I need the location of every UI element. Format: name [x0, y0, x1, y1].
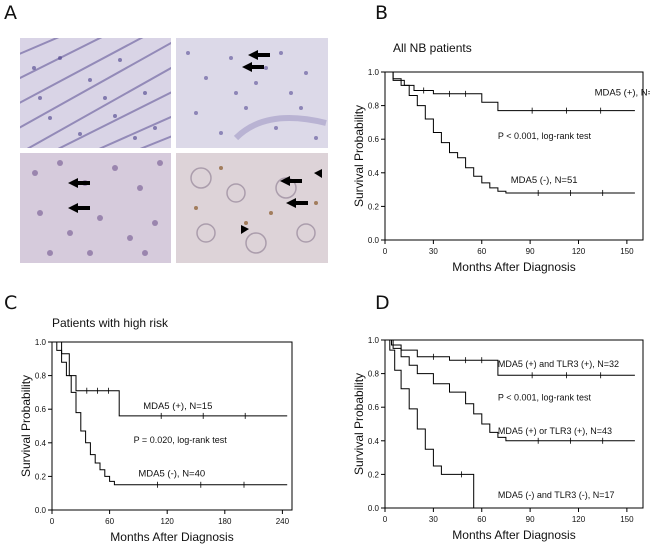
y-tick-label: 0.8	[368, 370, 380, 379]
series-label: MDA5 (-) and TLR3 (-), N=17	[498, 490, 615, 500]
series-label: MDA5 (+) and TLR3 (+), N=32	[498, 359, 619, 369]
y-axis-label: Survival Probability	[352, 105, 366, 207]
log-rank-annotation: P < 0.001, log-rank test	[498, 131, 592, 141]
y-tick-label: 0.2	[35, 472, 47, 481]
arrowhead-icon	[241, 225, 249, 234]
survival-chart-d: 0.0 0.2 0.4 0.6 0.8 1.0 0 30 60 90 120 150 Months Af…	[352, 336, 644, 542]
x-tick-label: 180	[218, 517, 232, 526]
x-axis-label: Months After Diagnosis	[452, 260, 575, 274]
y-tick-label: 0.0	[368, 504, 380, 513]
y-tick-label: 0.6	[368, 135, 380, 144]
survival-line	[385, 339, 475, 508]
plot-frame	[51, 341, 293, 511]
x-tick-label: 150	[620, 247, 634, 256]
y-tick-label: 0.8	[368, 102, 380, 111]
y-tick-label: 1.0	[35, 338, 47, 347]
y-axis-label: Survival Probability	[20, 375, 33, 477]
chart-title-c: Patients with high risk	[52, 316, 169, 330]
survival-line	[385, 71, 635, 194]
survival-line	[385, 339, 635, 376]
y-tick-label: 0.2	[368, 202, 380, 211]
x-tick-label: 240	[276, 517, 290, 526]
series-label: MDA5 (-), N=40	[138, 468, 205, 479]
x-tick-label: 60	[477, 247, 486, 256]
x-tick-label: 90	[526, 247, 535, 256]
y-tick-label: 0.6	[35, 405, 47, 414]
x-tick-label: 0	[50, 517, 55, 526]
panel-letter-a: A	[4, 2, 17, 24]
y-tick-label: 0.4	[35, 439, 47, 448]
survival-line	[52, 341, 288, 486]
x-tick-label: 30	[429, 247, 438, 256]
x-tick-label: 0	[383, 515, 388, 524]
series-label: MDA5 (+), N=15	[143, 401, 212, 412]
arrow-icon	[242, 62, 264, 72]
y-tick-label: 0.0	[35, 506, 47, 515]
micrograph-bottom-right	[176, 153, 328, 263]
x-tick-label: 0	[383, 247, 388, 256]
x-axis-label: Months After Diagnosis	[452, 528, 575, 542]
log-rank-annotation: P = 0.020, log-rank test	[134, 435, 228, 445]
x-tick-label: 60	[477, 515, 486, 524]
plot-frame	[384, 71, 644, 241]
y-tick-label: 0.0	[368, 236, 380, 245]
micrograph-bottom-left	[20, 153, 171, 263]
arrowhead-icon	[314, 169, 322, 178]
survival-chart-b: 0.0 0.2 0.4 0.6 0.8 1.0 0 30 60 90 120 150 Months Af…	[352, 68, 650, 274]
panel-letter-c: C	[4, 292, 18, 314]
series-label: MDA5 (+), N=41	[595, 88, 650, 99]
x-tick-label: 30	[429, 515, 438, 524]
x-tick-label: 150	[620, 515, 634, 524]
x-tick-label: 120	[572, 247, 586, 256]
y-tick-label: 1.0	[368, 336, 380, 345]
survival-line	[385, 339, 635, 442]
survival-line	[52, 341, 288, 417]
arrow-icon	[286, 198, 308, 208]
series-label: MDA5 (+) or TLR3 (+), N=43	[498, 426, 612, 436]
chart-title-b: All NB patients	[393, 41, 472, 55]
y-tick-label: 0.6	[368, 403, 380, 412]
arrow-icon	[68, 178, 90, 188]
x-tick-label: 120	[572, 515, 586, 524]
arrow-icon	[248, 50, 270, 60]
arrow-icon	[280, 176, 302, 186]
y-tick-label: 0.2	[368, 470, 380, 479]
x-axis-label: Months After Diagnosis	[110, 530, 233, 544]
panel-letter-b: B	[375, 2, 389, 24]
micrograph-top-right	[176, 38, 328, 148]
y-tick-label: 0.8	[35, 372, 47, 381]
plot-frame	[384, 339, 644, 509]
series-label: MDA5 (-), N=51	[511, 175, 578, 186]
arrow-icon	[68, 203, 90, 213]
y-tick-label: 0.4	[368, 169, 380, 178]
micrograph-top-left	[20, 38, 171, 148]
y-tick-label: 1.0	[368, 68, 380, 77]
x-tick-label: 120	[161, 517, 175, 526]
panel-letter-d: D	[375, 292, 390, 314]
log-rank-annotation: P < 0.001, log-rank test	[498, 392, 592, 402]
survival-chart-c: 0.0 0.2 0.4 0.6 0.8 1.0 0 60 120 180 240 Months Aft…	[20, 338, 293, 544]
x-tick-label: 60	[105, 517, 114, 526]
x-tick-label: 90	[526, 515, 535, 524]
y-tick-label: 0.4	[368, 437, 380, 446]
y-axis-label: Survival Probability	[352, 373, 366, 475]
